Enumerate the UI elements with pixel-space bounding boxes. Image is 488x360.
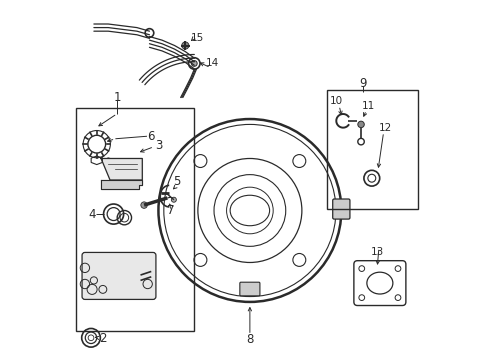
Text: 1: 1 xyxy=(113,91,121,104)
Text: 10: 10 xyxy=(329,96,343,106)
Text: 9: 9 xyxy=(358,77,366,90)
Text: 7: 7 xyxy=(167,204,174,217)
Text: 3: 3 xyxy=(154,139,162,152)
Text: 6: 6 xyxy=(147,130,155,144)
Text: 14: 14 xyxy=(205,58,219,68)
Circle shape xyxy=(357,121,364,128)
FancyBboxPatch shape xyxy=(239,282,260,296)
Text: 13: 13 xyxy=(370,247,383,257)
Text: 15: 15 xyxy=(191,33,204,43)
Text: 5: 5 xyxy=(172,175,180,188)
Text: 4: 4 xyxy=(88,208,96,221)
FancyBboxPatch shape xyxy=(82,252,156,300)
Circle shape xyxy=(182,42,188,49)
Polygon shape xyxy=(101,158,142,180)
Text: 12: 12 xyxy=(378,123,391,133)
Circle shape xyxy=(171,197,176,202)
Polygon shape xyxy=(101,180,142,189)
Text: 8: 8 xyxy=(245,333,253,346)
Text: 11: 11 xyxy=(361,102,374,112)
Text: 2: 2 xyxy=(99,332,106,345)
FancyBboxPatch shape xyxy=(332,199,349,219)
Bar xyxy=(76,108,194,330)
Circle shape xyxy=(191,60,197,66)
Bar xyxy=(326,90,418,209)
Circle shape xyxy=(141,202,147,208)
